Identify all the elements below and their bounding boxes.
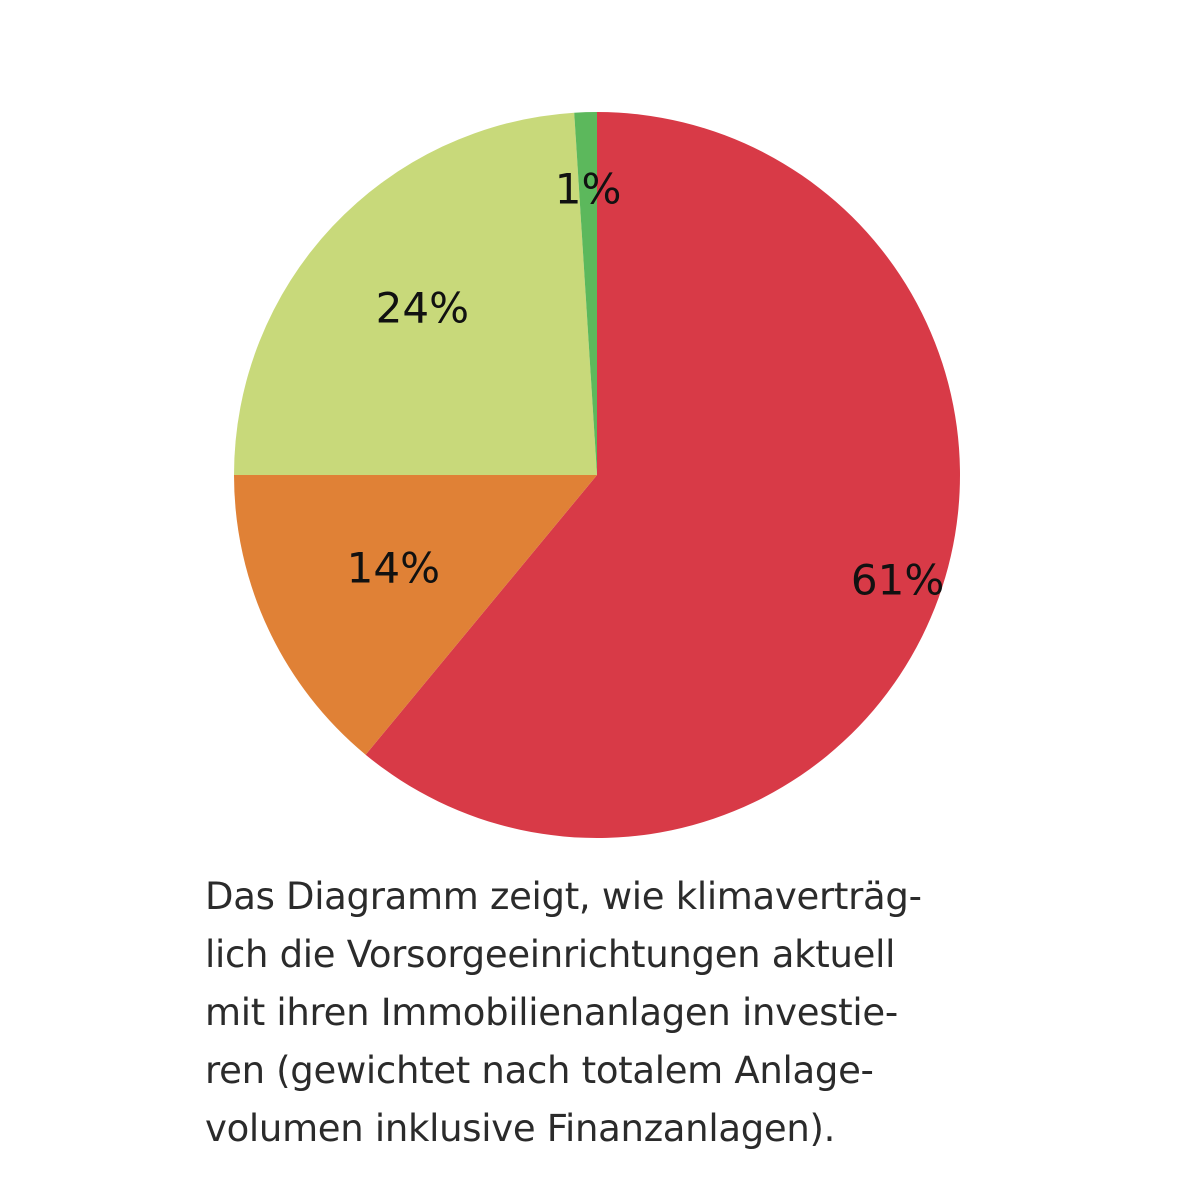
caption-line-1: Das Diagramm zeigt, wie klimaverträg- [205, 875, 922, 918]
chart-caption: Das Diagramm zeigt, wie klimaverträg- li… [205, 868, 995, 1158]
caption-line-2: lich die Vorsorgeeinrichtungen aktuell [205, 933, 896, 976]
pie-slice-1 [365, 112, 960, 838]
pie-slices [234, 112, 960, 838]
pie-labels: 61% 14% 24% 1% [347, 164, 945, 604]
pie-slice-4 [574, 112, 597, 475]
caption-line-5: volumen inklusive Finanzanlagen). [205, 1107, 836, 1150]
pie-slice-3 [234, 112, 597, 475]
pie-slice-2 [234, 475, 597, 755]
pie-label-4: 1% [555, 164, 622, 213]
caption-line-4: ren (gewichtet nach totalem Anlage- [205, 1049, 874, 1092]
pie-label-3: 24% [376, 283, 469, 332]
pie-label-2: 14% [347, 543, 440, 592]
pie-label-1: 61% [851, 556, 944, 605]
caption-line-3: mit ihren Immobilienanlagen investie- [205, 991, 898, 1034]
pie-chart: 61% 14% 24% 1% [234, 112, 960, 838]
